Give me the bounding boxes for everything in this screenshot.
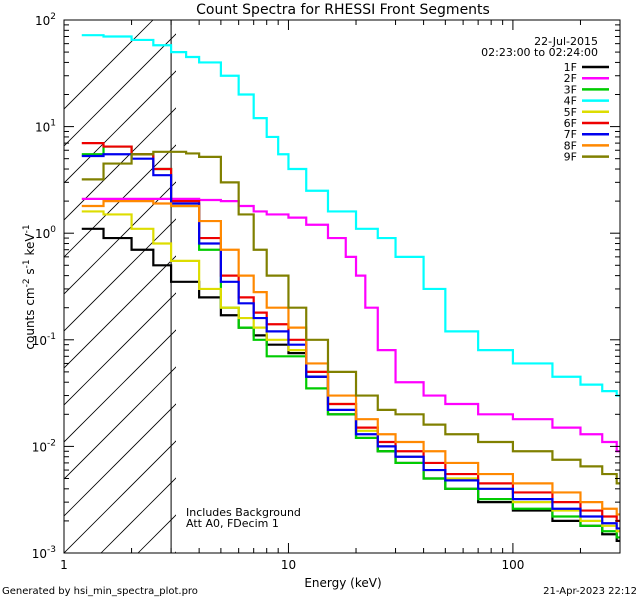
hatch-line	[64, 255, 176, 369]
hatch-line	[64, 403, 176, 517]
series-line-2F	[81, 197, 620, 453]
legend-label-1F: 1F	[564, 61, 577, 74]
series-line-1F	[81, 227, 620, 542]
series-line-3F	[81, 145, 620, 539]
legend-label-7F: 7F	[564, 128, 577, 141]
hatch-line	[619, 20, 640, 553]
hatch-line	[64, 440, 176, 553]
hatch-line	[64, 70, 176, 184]
y-tick-label: 10-2	[32, 438, 56, 454]
legend-label-9F: 9F	[564, 151, 577, 164]
y-tick-label: 102	[35, 12, 56, 28]
series-line-9F	[81, 150, 620, 485]
x-tick-labels: 1 10 100	[60, 558, 524, 572]
generated-by-label: Generated by hsi_min_spectra_plot.pro	[2, 586, 198, 597]
y-tick-labels: 10-3 10-2 10-1 100 101 102	[32, 12, 57, 561]
hatch-line	[64, 366, 176, 480]
legend-label-2F: 2F	[564, 72, 577, 85]
date-label: 22-Jul-2015	[534, 35, 598, 48]
legend-label-5F: 5F	[564, 106, 577, 119]
hatch-line	[64, 181, 176, 295]
series-line-8F	[81, 200, 620, 516]
hatch-line	[100, 477, 176, 553]
hatch-line	[64, 33, 176, 147]
background-annotation: Includes Background	[186, 506, 301, 519]
timestamp-label: 21-Apr-2023 22:12	[543, 586, 637, 597]
y-tick-label: 101	[35, 119, 56, 135]
hatch-line	[64, 218, 176, 332]
legend-label-4F: 4F	[564, 95, 577, 108]
y-tick-label: 10-1	[32, 332, 56, 348]
hatch-line	[64, 107, 176, 221]
attenuator-hatch-region	[64, 20, 640, 553]
x-tick-label: 1	[60, 558, 68, 572]
x-tick-label: 10	[281, 558, 296, 572]
chart-title: Count Spectra for RHESSI Front Segments	[196, 2, 490, 18]
hatch-line	[64, 144, 176, 258]
hatch-line	[64, 292, 176, 406]
plot-frame	[63, 19, 621, 554]
axis-ticks	[63, 19, 621, 554]
y-tick-label: 100	[35, 225, 56, 241]
attenuator-annotation: Att A0, FDecim 1	[186, 517, 279, 530]
y-axis-label: counts cm-2 s-1 keV-1	[22, 224, 37, 349]
x-tick-label: 100	[501, 558, 524, 572]
x-axis-label: Energy (keV)	[304, 576, 381, 590]
time-range-label: 02:23:00 to 02:24:00	[481, 46, 598, 59]
series-line-4F	[81, 34, 620, 397]
legend-label-6F: 6F	[564, 117, 577, 130]
series-layer	[81, 34, 620, 542]
legend-label-3F: 3F	[564, 83, 577, 96]
y-tick-label: 10-3	[32, 545, 56, 561]
legend-label-8F: 8F	[564, 139, 577, 152]
